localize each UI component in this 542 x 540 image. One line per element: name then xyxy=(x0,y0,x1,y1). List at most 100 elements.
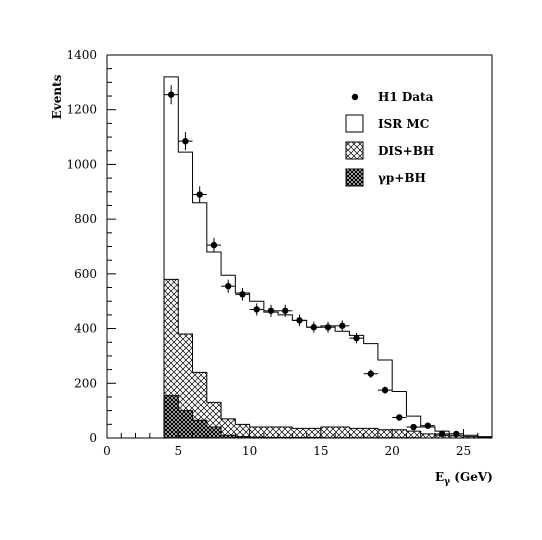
data-point xyxy=(192,186,207,203)
data-marker xyxy=(353,334,360,342)
data-marker xyxy=(339,322,346,330)
histogram-bin xyxy=(335,331,350,438)
histogram-bin xyxy=(235,424,250,438)
data-marker xyxy=(310,324,317,331)
axes-layer: 0 5 10 15 20 25 0 200 400 600 800 1000 1200 1400 xyxy=(66,48,479,458)
y-tick-label: 400 xyxy=(74,322,97,336)
data-marker xyxy=(410,423,417,431)
data-marker xyxy=(296,317,303,324)
series-isr-mc xyxy=(163,76,493,438)
y-tick-label: 1000 xyxy=(66,157,97,171)
legend-swatch-gammap-bh xyxy=(345,168,364,187)
data-point xyxy=(278,304,293,317)
data-point xyxy=(377,386,393,394)
data-point xyxy=(406,423,421,431)
x-axis-title: Eγ (GeV) xyxy=(435,470,493,487)
histogram-bin xyxy=(221,435,236,438)
histogram-bin xyxy=(178,410,193,438)
histogram-bin xyxy=(306,428,321,438)
x-axis-subscript: γ xyxy=(444,477,450,487)
legend-swatch-dis-bh xyxy=(345,141,364,160)
histogram-layer xyxy=(163,76,493,439)
histogram-bin xyxy=(235,293,250,438)
data-point xyxy=(235,288,250,301)
histogram-bin xyxy=(392,429,407,438)
histogram-bin xyxy=(164,395,179,438)
legend-label-dis-bh: DIS+BH xyxy=(378,144,434,158)
data-point xyxy=(320,321,336,333)
x-tick-label: 10 xyxy=(242,444,257,458)
histogram-bin xyxy=(263,427,279,438)
y-tick-label: 600 xyxy=(74,267,97,281)
histogram-bin xyxy=(235,436,250,438)
y-tick-label: 800 xyxy=(74,212,97,226)
x-tick-label: 15 xyxy=(313,444,328,458)
y-tick-label: 0 xyxy=(89,431,97,445)
data-point xyxy=(249,303,264,316)
data-marker xyxy=(210,241,218,249)
histogram-bin xyxy=(377,429,393,438)
histogram-bin xyxy=(406,431,421,438)
data-points-layer xyxy=(164,85,464,438)
legend-swatch-isr-mc xyxy=(345,114,364,133)
legend-label-gammap-bh: γp+BH xyxy=(378,171,426,185)
data-point xyxy=(420,422,435,429)
data-marker xyxy=(367,370,374,377)
data-marker xyxy=(396,414,403,421)
y-tick-label: 1400 xyxy=(66,48,97,62)
svg-text:Eγ (GeV): Eγ (GeV) xyxy=(435,470,493,487)
data-marker xyxy=(438,430,446,438)
data-point xyxy=(263,304,279,317)
data-point xyxy=(178,132,193,151)
data-marker xyxy=(381,386,389,394)
x-tick-label: 0 xyxy=(103,444,111,458)
histogram-bin xyxy=(363,428,378,438)
legend-marker-h1-data xyxy=(351,93,359,101)
x-tick-label: 5 xyxy=(174,444,182,458)
data-point xyxy=(221,279,236,293)
data-point xyxy=(392,414,407,421)
histogram-bin xyxy=(221,418,236,438)
data-marker xyxy=(267,307,275,314)
histogram-bin xyxy=(249,427,264,438)
histogram-bin xyxy=(363,343,378,438)
x-tick-label: 20 xyxy=(385,444,400,458)
data-marker xyxy=(225,282,232,290)
data-marker xyxy=(196,191,203,198)
y-tick-label: 200 xyxy=(74,376,97,390)
data-point xyxy=(449,430,464,438)
histogram-bin xyxy=(306,327,321,438)
data-point xyxy=(349,332,364,344)
histogram-bin xyxy=(335,427,350,438)
histogram-bin xyxy=(221,275,236,438)
histogram-bin xyxy=(206,427,222,438)
histogram-bin xyxy=(292,428,307,438)
data-marker xyxy=(424,422,432,429)
y-tick-label: 1200 xyxy=(66,103,97,117)
data-point xyxy=(306,321,321,333)
histogram-bin xyxy=(278,314,293,438)
data-marker xyxy=(253,306,260,313)
legend: H1 Data ISR MC DIS+BH γp+BH xyxy=(345,90,434,187)
data-point xyxy=(363,369,378,378)
data-marker xyxy=(167,91,175,98)
data-point xyxy=(434,430,450,438)
histogram-bin xyxy=(292,320,307,438)
legend-label-h1-data: H1 Data xyxy=(378,90,434,104)
histogram-bin xyxy=(463,436,478,438)
histogram-bin xyxy=(249,301,264,438)
data-marker xyxy=(324,324,332,331)
legend-label-isr-mc: ISR MC xyxy=(378,117,429,131)
x-tick-label: 25 xyxy=(456,444,471,458)
histogram-bin xyxy=(349,335,364,438)
histogram-bin xyxy=(206,251,222,438)
histogram-bin xyxy=(320,325,336,438)
histogram-bin xyxy=(192,420,207,438)
data-point xyxy=(292,314,307,327)
data-point xyxy=(206,237,222,253)
data-marker xyxy=(453,430,460,438)
data-point xyxy=(335,320,350,332)
y-axis-title: Events xyxy=(50,74,64,119)
histogram-bin xyxy=(320,427,336,438)
